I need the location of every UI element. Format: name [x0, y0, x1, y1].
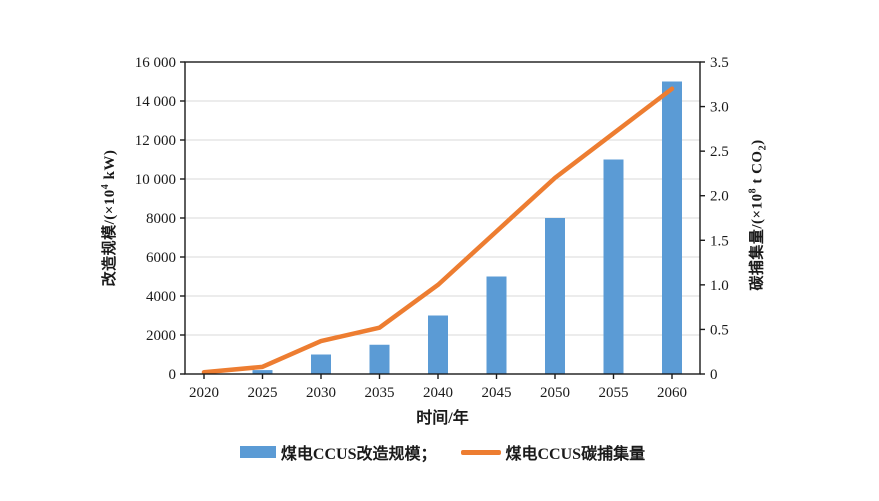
right-axis-tick-label: 1.5	[710, 233, 729, 249]
right-axis-tick-label: 3.0	[710, 100, 729, 116]
left-axis-tick-label: 14 000	[135, 94, 176, 110]
x-axis-title: 时间/年	[416, 410, 469, 427]
x-axis-tick-label: 2040	[423, 385, 453, 401]
left-axis-tick-label: 6000	[146, 250, 176, 266]
right-axis-title-sub: 2	[757, 144, 769, 151]
legend-item-bar-series: 煤电CCUS改造规模；	[239, 440, 437, 464]
right-axis-title-tail: )	[749, 139, 766, 145]
right-axis-title: 碳捕集量/(×108 t CO2)	[746, 128, 770, 303]
line-series-swatch	[460, 449, 501, 455]
x-axis-tick-label: 2055	[599, 385, 629, 401]
left-axis-tick-label: 16 000	[135, 55, 176, 71]
right-axis-tick-label: 2.5	[710, 144, 729, 160]
bar-2035	[369, 344, 390, 374]
legend-item-line-series: 煤电CCUS碳捕集量	[460, 440, 646, 464]
x-axis-tick-label: 2035	[365, 385, 395, 401]
right-axis-tick-label: 0	[710, 367, 718, 383]
left-axis-title-tail: kW)	[102, 149, 118, 184]
left-axis-tick-label: 0	[169, 367, 177, 383]
bar-2050	[545, 218, 565, 374]
left-axis-tick-label: 4000	[146, 289, 176, 305]
bar-2060	[662, 81, 682, 374]
right-axis-tick-label: 1.0	[710, 278, 729, 294]
right-axis-tick-label: 3.5	[710, 55, 729, 71]
right-axis-tick-label: 0.5	[710, 322, 729, 338]
right-axis-tick-label: 2.0	[710, 189, 729, 205]
right-axis-title-mid: t CO	[749, 150, 766, 188]
left-axis-tick-label: 10 000	[135, 172, 176, 188]
left-axis-tick-label: 2000	[146, 328, 176, 344]
left-axis-tick-label: 12 000	[135, 133, 176, 149]
legend: 煤电CCUS改造规模； 煤电CCUS碳捕集量	[185, 440, 700, 464]
x-axis-tick-label: 2020	[189, 385, 219, 401]
line-series	[201, 86, 675, 375]
left-axis-title: 改造规模/(×104 kW)	[98, 138, 122, 298]
line-series-label: 煤电CCUS碳捕集量	[505, 446, 646, 463]
bar-2055	[603, 159, 624, 374]
right-axis-title-sup: 8	[747, 187, 759, 194]
bar-2040	[428, 315, 448, 374]
x-axis-tick-label: 2045	[482, 385, 512, 401]
left-axis-title-main: 改造规模/(×10	[102, 189, 118, 287]
bar-series-swatch	[239, 446, 276, 458]
bar-2045	[486, 276, 507, 374]
bar-series-label: 煤电CCUS改造规模；	[280, 446, 437, 463]
bar-2025	[252, 370, 273, 374]
x-axis-tick-label: 2025	[248, 385, 278, 401]
x-axis-tick-label: 2030	[306, 385, 336, 401]
x-axis-tick-label: 2050	[540, 385, 570, 401]
x-axis-tick-label: 2060	[657, 385, 687, 401]
left-axis-title-sup: 4	[100, 183, 111, 190]
left-axis-tick-label: 8000	[146, 211, 176, 227]
right-axis-title-main: 碳捕集量/(×10	[749, 193, 766, 291]
bar-2030	[311, 354, 331, 374]
